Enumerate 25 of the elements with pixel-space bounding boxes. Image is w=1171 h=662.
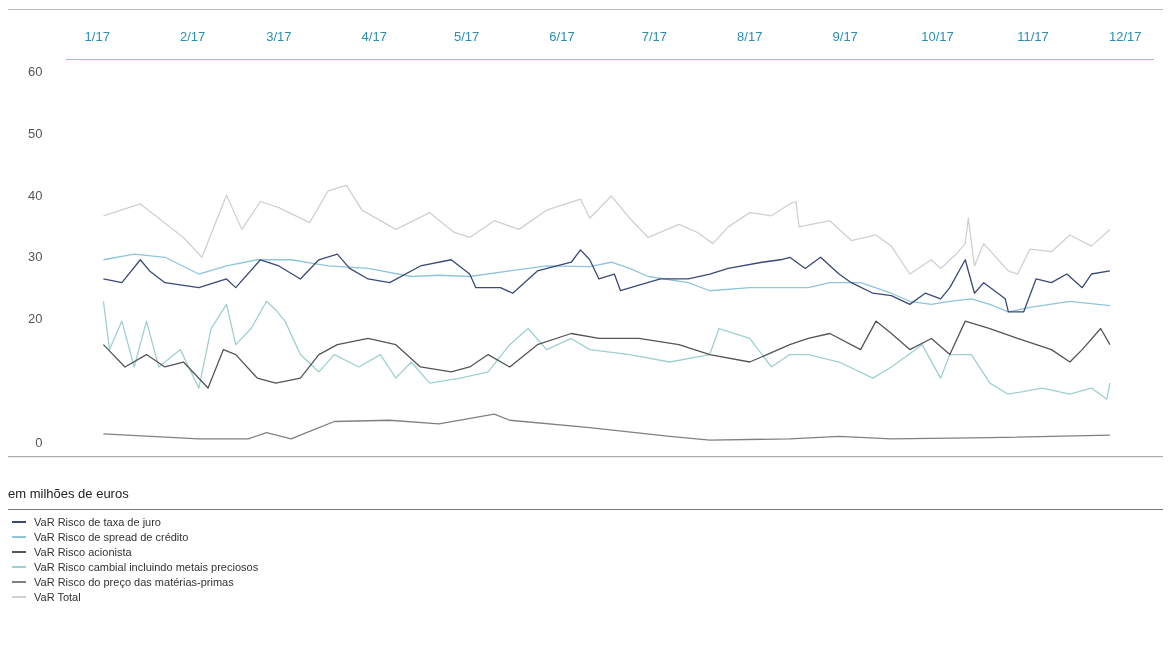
x-tick-label: 10/17: [921, 29, 954, 45]
x-tick-label: 8/17: [737, 29, 763, 45]
x-tick-label: 9/17: [832, 29, 858, 45]
legend-label: VaR Total: [34, 591, 81, 603]
x-tick-label: 7/17: [641, 29, 668, 45]
y-tick-label: 30: [27, 249, 43, 265]
x-tick-label: 5/17: [453, 29, 480, 45]
x-tick-label: 1/17: [84, 29, 110, 45]
x-tick-label: 2/17: [180, 29, 206, 45]
y-tick-label: 60: [27, 63, 43, 79]
x-tick-label: 6/17: [549, 29, 575, 45]
y-tick-label: 20: [27, 311, 43, 327]
x-tick-label: 4/17: [361, 29, 387, 45]
legend-label: VaR Risco acionista: [34, 546, 132, 558]
y-tick-label: 50: [27, 125, 43, 141]
y-tick-label: 40: [27, 187, 43, 203]
text: em milhões de euros: [8, 480, 1163, 510]
legend-label: VaR Risco cambial incluindo metais preciosos: [34, 561, 259, 573]
y-tick-label: 0: [35, 435, 43, 451]
x-tick-label: 12/17: [1109, 29, 1142, 45]
legend-label: VaR Risco do preço das matérias-primas: [34, 576, 234, 588]
legend-label: VaR Risco de taxa de juro: [34, 516, 161, 528]
legend-label: VaR Risco de spread de crédito: [34, 531, 189, 543]
x-tick-label: 3/17: [266, 29, 292, 45]
x-tick-label: 11/17: [1017, 29, 1049, 45]
